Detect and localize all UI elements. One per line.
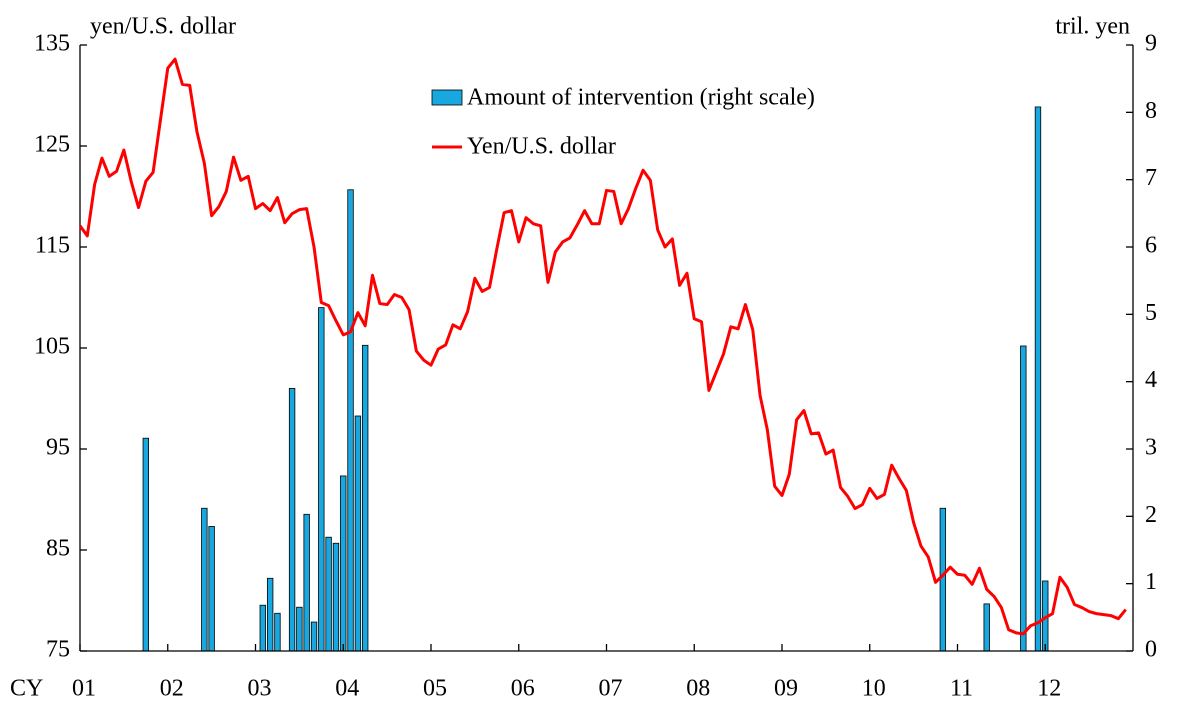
y-tick-label: 105 — [34, 334, 70, 360]
bar — [208, 526, 215, 652]
bar — [274, 612, 281, 652]
y2-tick-label: 0 — [1145, 637, 1157, 663]
bar — [303, 513, 310, 652]
x-tick-label: 05 — [423, 676, 447, 702]
legend-label: Amount of intervention (right scale) — [467, 85, 815, 111]
y-axis-label: yen/U.S. dollar — [90, 14, 236, 40]
y2-tick-label: 7 — [1145, 165, 1157, 191]
x-tick-label: 04 — [335, 676, 359, 702]
x-tick-label: 07 — [599, 676, 623, 702]
y-tick-label: 115 — [35, 233, 70, 259]
bar — [296, 606, 303, 652]
y-tick-label: 125 — [34, 132, 70, 158]
x-tick-label: 01 — [72, 676, 96, 702]
bar — [318, 307, 325, 652]
x-axis-label: CY — [10, 676, 43, 702]
y2-tick-label: 5 — [1145, 300, 1157, 326]
x-tick-label: 11 — [950, 676, 973, 702]
bar — [1020, 345, 1027, 652]
x-tick-label: 03 — [248, 676, 272, 702]
y2-tick-label: 3 — [1145, 435, 1157, 461]
y2-tick-label: 2 — [1145, 502, 1157, 528]
bar — [354, 415, 362, 652]
bar — [362, 344, 369, 652]
y-tick-label: 75 — [46, 637, 70, 663]
bar — [310, 621, 318, 652]
bar — [266, 577, 274, 652]
bar — [340, 475, 347, 652]
y-tick-label: 95 — [46, 435, 70, 461]
bar — [259, 604, 266, 652]
x-tick-label: 06 — [511, 676, 535, 702]
bar — [201, 507, 208, 652]
bar — [347, 189, 354, 652]
y2-tick-label: 9 — [1145, 31, 1157, 57]
x-tick-label: 09 — [774, 676, 798, 702]
x-tick-label: 12 — [1037, 676, 1061, 702]
y2-tick-label: 4 — [1145, 367, 1157, 393]
line — [78, 57, 1127, 636]
y2-tick-label: 1 — [1145, 569, 1157, 595]
y-tick-label: 135 — [34, 31, 70, 57]
legend-label: Yen/U.S. dollar — [467, 134, 616, 160]
bar — [1034, 106, 1042, 652]
bar — [288, 387, 296, 652]
y2-tick-label: 8 — [1145, 98, 1157, 124]
bar — [332, 542, 340, 652]
legend-swatch — [431, 89, 463, 106]
x-tick-label: 10 — [862, 676, 886, 702]
bar — [325, 536, 332, 652]
x-tick-label: 08 — [686, 676, 710, 702]
bar — [983, 603, 990, 652]
y2-tick-label: 6 — [1145, 233, 1157, 259]
bar — [939, 507, 947, 652]
y2-axis-label: tril. yen — [1055, 14, 1130, 40]
y-tick-label: 85 — [46, 536, 70, 562]
x-tick-label: 02 — [160, 676, 184, 702]
bar — [142, 437, 149, 652]
